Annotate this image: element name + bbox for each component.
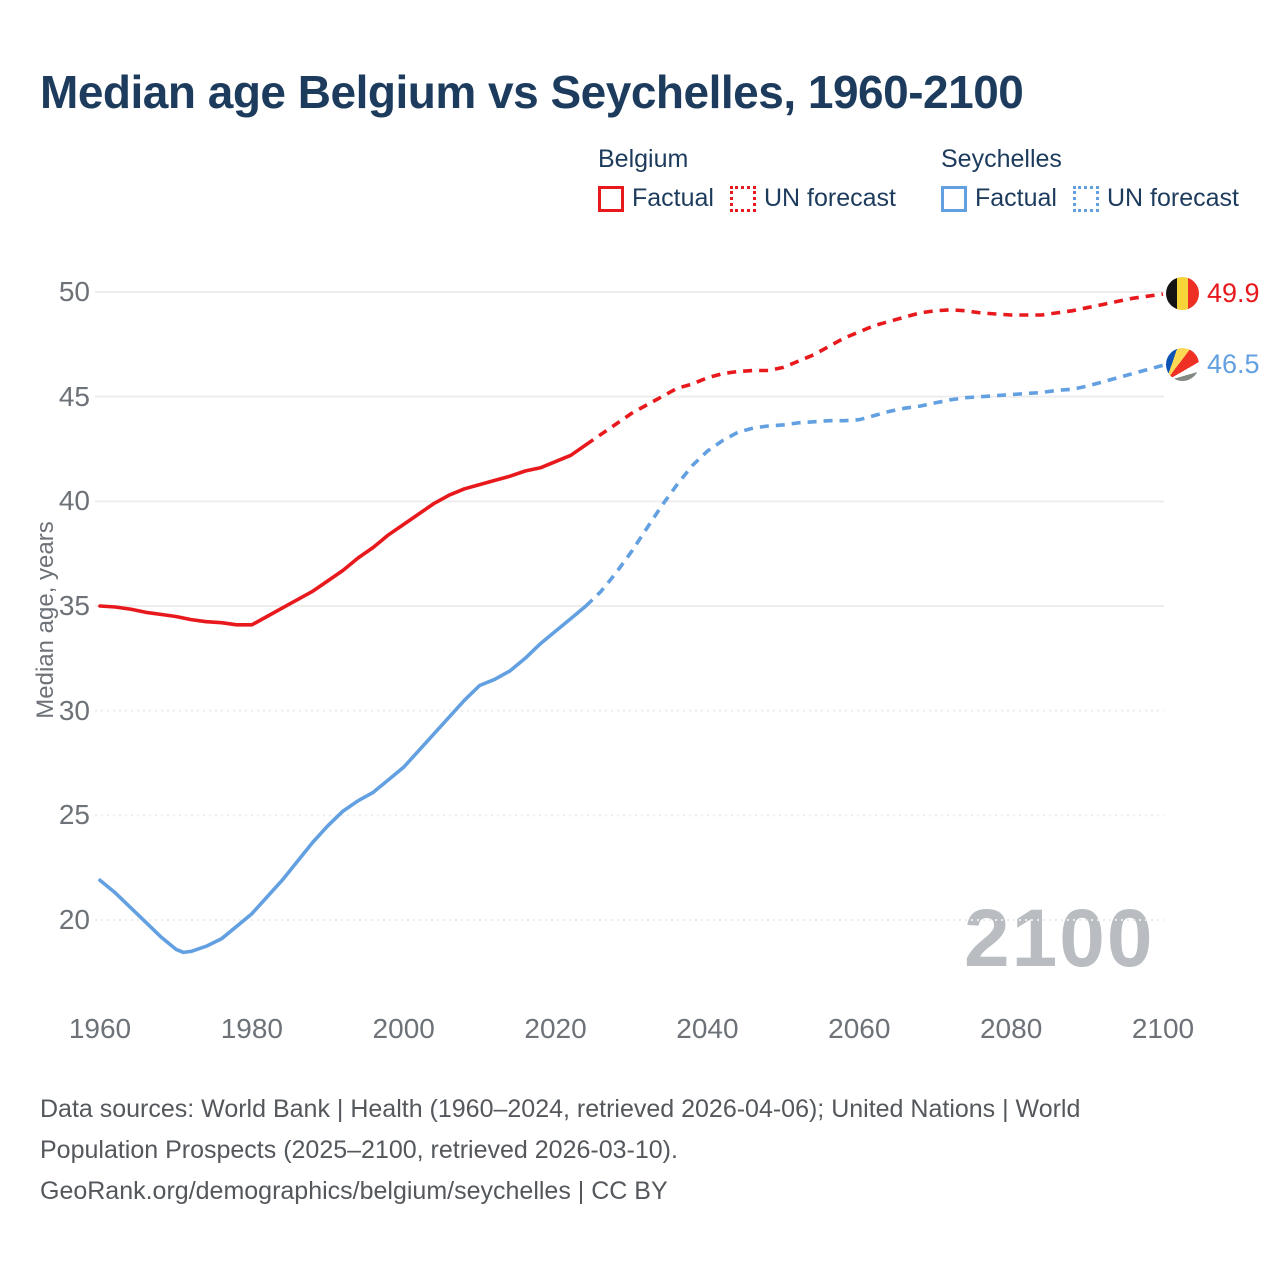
belgium-factual-swatch-icon xyxy=(598,185,624,212)
belgium-factual-line xyxy=(98,443,588,627)
page-title: Median age Belgium vs Seychelles, 1960-2… xyxy=(40,66,1024,118)
belgium-end-value: 49.9 xyxy=(1207,278,1260,309)
legend-label: UN forecast xyxy=(1106,184,1239,212)
footer: Data sources: World Bank | Health (1960–… xyxy=(40,1089,1080,1212)
legend-label: Factual xyxy=(975,184,1057,212)
seychelles-factual-line xyxy=(98,604,588,955)
legend-belgium-header: Belgium xyxy=(598,145,689,173)
seychelles-flag-icon xyxy=(1166,348,1199,382)
watermark-year: 2100 xyxy=(964,893,1155,984)
seychelles-end-label: 46.5 xyxy=(1166,348,1260,382)
legend-seychelles-factual: Factual xyxy=(941,184,1057,213)
legend-group-seychelles: Seychelles Factual UN forecast xyxy=(941,144,1239,213)
legend-label: Factual xyxy=(632,184,714,212)
seychelles-factual-swatch-icon xyxy=(941,185,967,212)
legend-belgium-forecast: UN forecast xyxy=(729,184,896,213)
footer-attribution: GeoRank.org/demographics/belgium/seychel… xyxy=(40,1177,668,1205)
seychelles-end-value: 46.5 xyxy=(1207,349,1260,380)
belgium-forecast-line xyxy=(584,292,1164,447)
seychelles-forecast-swatch-icon xyxy=(1072,185,1099,212)
legend-label: UN forecast xyxy=(763,184,896,212)
legend-seychelles-row: Factual UN forecast xyxy=(941,184,1239,213)
legend-belgium-row: Factual UN forecast xyxy=(598,184,896,213)
legend-seychelles-forecast: UN forecast xyxy=(1072,184,1239,213)
legend-group-belgium: Belgium Factual UN forecast xyxy=(598,144,896,213)
legend-seychelles-header: Seychelles xyxy=(941,145,1062,173)
seychelles-forecast-line xyxy=(584,363,1164,608)
belgium-flag-icon xyxy=(1166,277,1199,311)
footer-data-sources-line-1: Data sources: World Bank | Health (1960–… xyxy=(40,1095,1081,1123)
footer-data-sources-line-2: Population Prospects (2025–2100, retriev… xyxy=(40,1136,678,1164)
legend-belgium-factual: Factual xyxy=(598,184,714,213)
belgium-end-label: 49.9 xyxy=(1166,277,1260,311)
belgium-forecast-swatch-icon xyxy=(729,185,756,212)
